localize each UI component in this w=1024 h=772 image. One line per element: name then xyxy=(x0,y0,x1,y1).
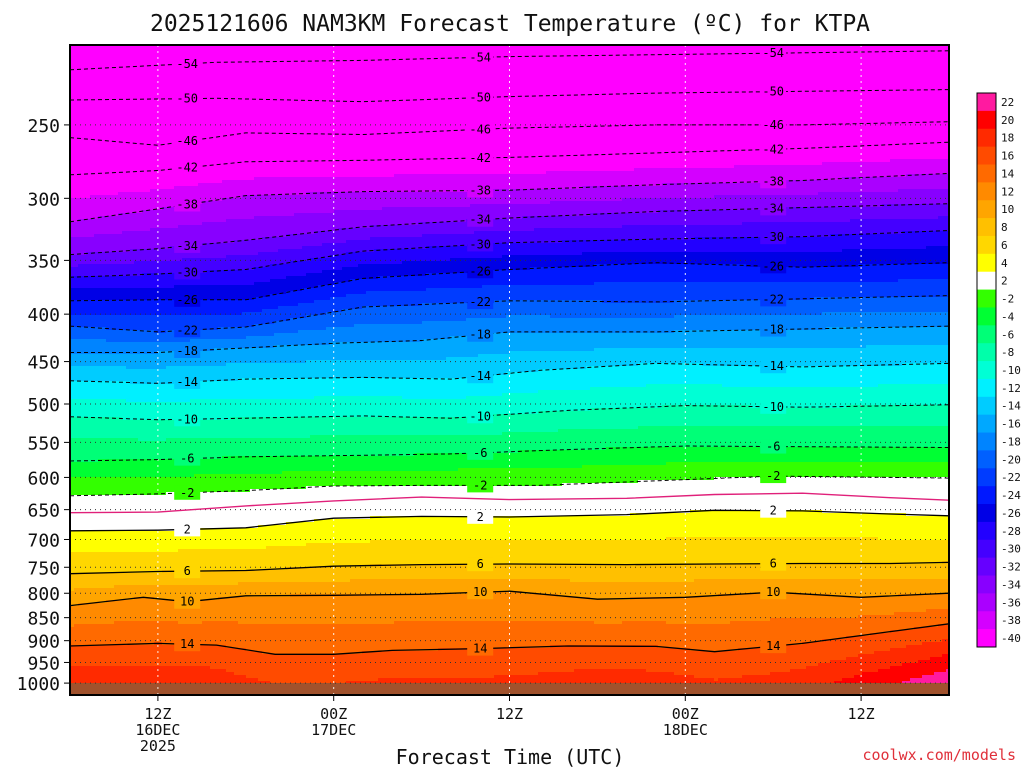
chart-title: 2025121606 NAM3KM Forecast Temperature (… xyxy=(150,11,870,37)
temperature-bands xyxy=(70,45,951,697)
